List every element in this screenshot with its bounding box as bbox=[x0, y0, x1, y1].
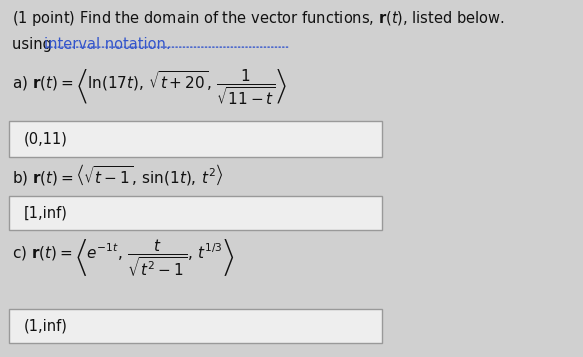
FancyBboxPatch shape bbox=[9, 309, 382, 343]
Text: (1 point) Find the domain of the vector functions, $\mathbf{r}(t)$, listed below: (1 point) Find the domain of the vector … bbox=[12, 9, 504, 28]
FancyBboxPatch shape bbox=[9, 196, 382, 230]
Text: (1,inf): (1,inf) bbox=[23, 318, 67, 333]
Text: [1,inf): [1,inf) bbox=[23, 206, 67, 221]
Text: b) $\mathbf{r}(t) = \left\langle \sqrt{t-1},\, \sin(1t),\, t^2 \right\rangle$: b) $\mathbf{r}(t) = \left\langle \sqrt{t… bbox=[12, 162, 223, 187]
Text: c) $\mathbf{r}(t) = \left\langle e^{-1t},\, \dfrac{t}{\sqrt{t^2-1}},\, t^{1/3} \: c) $\mathbf{r}(t) = \left\langle e^{-1t}… bbox=[12, 237, 234, 278]
Text: (0,11): (0,11) bbox=[23, 131, 67, 146]
FancyBboxPatch shape bbox=[9, 121, 382, 157]
Text: a) $\mathbf{r}(t) = \left\langle \ln(17t),\, \sqrt{t+20},\, \dfrac{1}{\sqrt{11-t: a) $\mathbf{r}(t) = \left\langle \ln(17t… bbox=[12, 68, 287, 107]
Text: using: using bbox=[12, 37, 56, 52]
Text: interval notation.: interval notation. bbox=[44, 37, 171, 52]
